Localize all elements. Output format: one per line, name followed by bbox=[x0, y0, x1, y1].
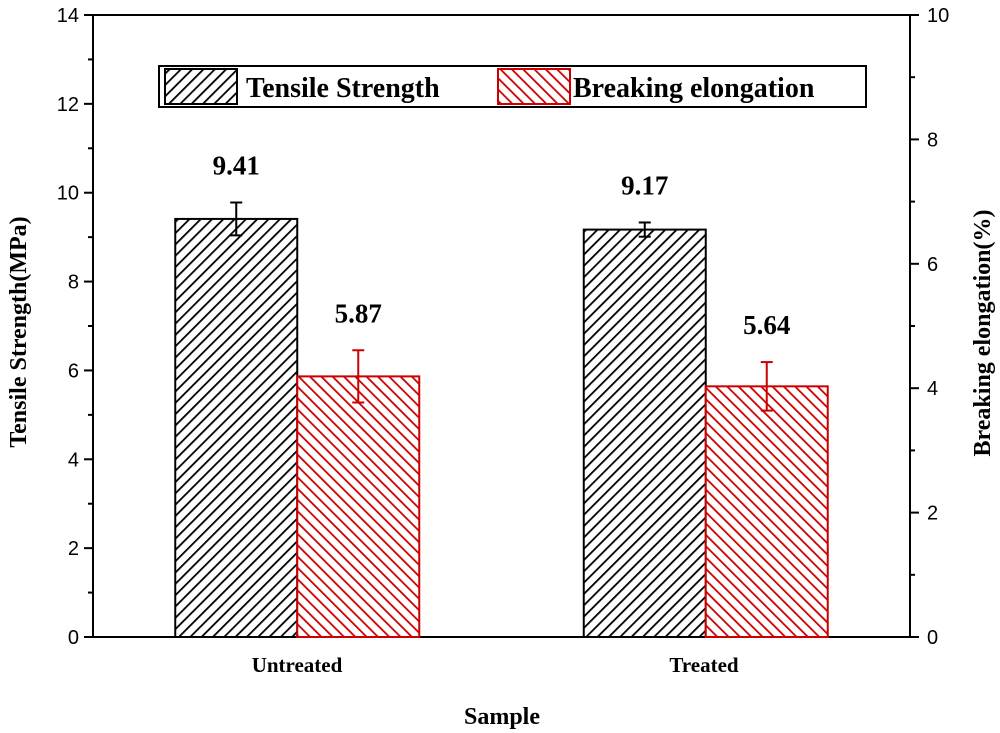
legend-swatch-breaking-elongation bbox=[497, 68, 571, 105]
value-label-untreated-series-1: 5.87 bbox=[335, 298, 382, 328]
y-tick-label-6: 12 bbox=[57, 94, 79, 116]
right-axis: 0 2 4 6 8 10 bbox=[910, 5, 949, 649]
x-axis: Untreated Treated bbox=[252, 653, 739, 677]
bar-treated-series-0 bbox=[582, 228, 707, 638]
value-labels: 9.41 9.17 5.87 5.64 bbox=[213, 150, 791, 340]
bar-treated-series-1 bbox=[704, 385, 829, 639]
y-tick-label-5: 10 bbox=[57, 183, 79, 205]
bars bbox=[174, 217, 829, 639]
y-tick-label-3: 6 bbox=[68, 360, 79, 382]
bar-untreated-series-0 bbox=[174, 217, 299, 638]
legend-label-breaking-elongation: Breaking elongation bbox=[573, 73, 815, 104]
y2-tick-label-5: 10 bbox=[927, 5, 949, 27]
y2-tick-label-2: 4 bbox=[927, 378, 938, 400]
y-tick-label-2: 4 bbox=[68, 449, 79, 471]
x-axis-title: Sample bbox=[464, 704, 540, 730]
legend: Tensile Strength Breaking elongation bbox=[158, 65, 867, 108]
y-tick-label-4: 8 bbox=[68, 272, 79, 294]
y-tick-label-1: 2 bbox=[68, 538, 79, 560]
y-tick-label-0: 0 bbox=[68, 627, 79, 649]
legend-label-tensile-strength: Tensile Strength bbox=[246, 73, 440, 104]
y2-axis-title: Breaking elongation(%) bbox=[970, 210, 996, 457]
y-tick-label-7: 14 bbox=[57, 5, 79, 27]
y-axis-title: Tensile Strength(MPa) bbox=[6, 216, 32, 447]
y2-tick-label-1: 2 bbox=[927, 503, 938, 525]
x-tick-label-treated: Treated bbox=[669, 653, 739, 677]
y2-tick-label-0: 0 bbox=[927, 627, 938, 649]
left-axis: 0 2 4 6 8 10 12 14 bbox=[57, 5, 93, 649]
error-bars bbox=[230, 201, 773, 412]
y2-tick-label-4: 8 bbox=[927, 129, 938, 151]
x-tick-label-untreated: Untreated bbox=[252, 653, 343, 677]
bar-untreated-series-1 bbox=[296, 375, 421, 638]
value-label-treated-series-1: 5.64 bbox=[743, 310, 790, 340]
y2-tick-label-3: 6 bbox=[927, 254, 938, 276]
legend-swatch-tensile-strength bbox=[164, 68, 238, 105]
value-label-treated-series-0: 9.17 bbox=[621, 170, 668, 200]
value-label-untreated-series-0: 9.41 bbox=[213, 150, 260, 180]
